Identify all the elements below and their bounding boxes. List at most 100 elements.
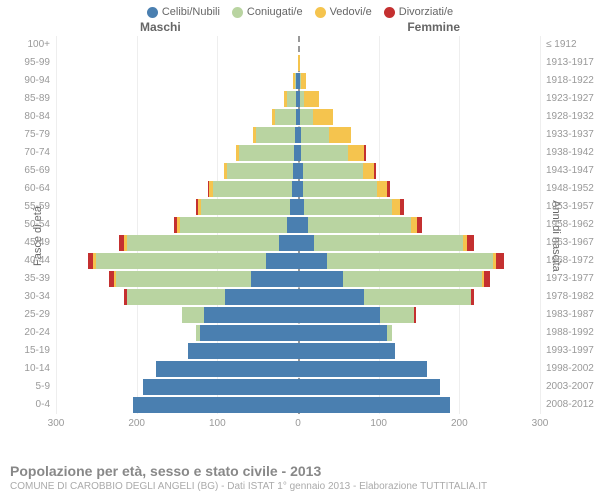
bar-segment	[298, 271, 343, 286]
bar-segment	[287, 217, 298, 232]
bar-segment	[201, 199, 290, 214]
bar-male	[143, 379, 298, 394]
bar-segment	[133, 397, 298, 412]
bar-male	[188, 343, 298, 358]
bar-female	[298, 289, 474, 304]
birth-label: ≤ 1912	[540, 36, 600, 54]
bar-segment	[227, 163, 293, 178]
bar-female	[298, 397, 450, 412]
age-label: 40-44	[0, 252, 56, 270]
birth-label: 1973-1977	[540, 270, 600, 288]
pyramid-row: 35-391973-1977	[56, 270, 540, 288]
birth-label: 1978-1982	[540, 288, 600, 306]
bar-female	[298, 73, 306, 88]
bar-segment	[180, 217, 286, 232]
bar-segment	[298, 217, 308, 232]
bar-segment	[363, 163, 374, 178]
bar-segment	[298, 379, 440, 394]
bar-segment	[471, 289, 474, 304]
bar-female	[298, 343, 395, 358]
age-label: 90-94	[0, 72, 56, 90]
bar-segment	[313, 109, 334, 124]
age-label: 100+	[0, 36, 56, 54]
bar-segment	[225, 289, 298, 304]
age-label: 75-79	[0, 126, 56, 144]
bar-segment	[496, 253, 504, 268]
bar-segment	[287, 91, 297, 106]
footer-sub: COMUNE DI CAROBBIO DEGLI ANGELI (BG) - D…	[10, 481, 590, 492]
bar-male	[272, 109, 298, 124]
bar-male	[109, 271, 298, 286]
bar-segment	[279, 235, 298, 250]
x-tick: 300	[48, 418, 65, 429]
bar-segment	[374, 163, 376, 178]
bar-segment	[143, 379, 298, 394]
birth-label: 1993-1997	[540, 342, 600, 360]
birth-label: 1998-2002	[540, 360, 600, 378]
bar-segment	[301, 127, 328, 142]
bar-male	[253, 127, 298, 142]
x-tick: 0	[295, 418, 301, 429]
bar-segment	[251, 271, 298, 286]
bar-male	[236, 145, 298, 160]
bar-segment	[300, 109, 313, 124]
legend-swatch	[147, 7, 158, 18]
bar-segment	[275, 109, 296, 124]
legend-item: Coniugati/e	[232, 6, 303, 18]
birth-label: 1933-1937	[540, 126, 600, 144]
pyramid-row: 55-591953-1957	[56, 198, 540, 216]
footer-title: Popolazione per età, sesso e stato civil…	[10, 463, 590, 479]
birth-label: 1958-1962	[540, 216, 600, 234]
age-label: 65-69	[0, 162, 56, 180]
bar-female	[298, 379, 440, 394]
bar-male	[174, 217, 298, 232]
pyramid-row: 15-191993-1997	[56, 342, 540, 360]
bar-female	[298, 199, 404, 214]
birth-label: 1943-1947	[540, 162, 600, 180]
birth-label: 2008-2012	[540, 396, 600, 414]
birth-label: 1923-1927	[540, 90, 600, 108]
legend: Celibi/NubiliConiugati/eVedovi/eDivorzia…	[0, 0, 600, 20]
age-label: 60-64	[0, 180, 56, 198]
x-tick: 200	[451, 418, 468, 429]
bar-male	[88, 253, 298, 268]
gender-labels: Maschi Femmine	[0, 20, 600, 34]
bar-segment	[329, 127, 352, 142]
pyramid-row: 45-491963-1967	[56, 234, 540, 252]
age-label: 45-49	[0, 234, 56, 252]
pyramid-row: 100+≤ 1912	[56, 36, 540, 54]
bar-female	[298, 91, 319, 106]
pyramid-row: 40-441968-1972	[56, 252, 540, 270]
plot: 100+≤ 191295-991913-191790-941918-192285…	[56, 36, 540, 414]
pyramid-row: 85-891923-1927	[56, 90, 540, 108]
bar-segment	[414, 307, 416, 322]
birth-label: 1983-1987	[540, 306, 600, 324]
age-label: 5-9	[0, 378, 56, 396]
bar-segment	[298, 55, 300, 70]
pyramid-row: 25-291983-1987	[56, 306, 540, 324]
bar-female	[298, 145, 366, 160]
pyramid-row: 80-841928-1932	[56, 108, 540, 126]
bar-segment	[298, 307, 380, 322]
pyramid-row: 50-541958-1962	[56, 216, 540, 234]
bar-female	[298, 163, 376, 178]
birth-label: 1988-1992	[540, 324, 600, 342]
bar-segment	[387, 181, 390, 196]
bar-segment	[204, 307, 298, 322]
pyramid-row: 65-691943-1947	[56, 162, 540, 180]
bar-female	[298, 181, 390, 196]
bar-male	[133, 397, 298, 412]
bar-female	[298, 253, 504, 268]
legend-label: Divorziati/e	[399, 6, 453, 18]
legend-label: Coniugati/e	[247, 6, 303, 18]
bar-segment	[298, 325, 387, 340]
bar-segment	[298, 289, 364, 304]
bar-segment	[327, 253, 493, 268]
legend-swatch	[315, 7, 326, 18]
bar-segment	[298, 343, 395, 358]
age-label: 55-59	[0, 198, 56, 216]
bar-male	[182, 307, 298, 322]
x-tick: 300	[532, 418, 549, 429]
bar-segment	[377, 181, 387, 196]
bar-segment	[127, 289, 225, 304]
